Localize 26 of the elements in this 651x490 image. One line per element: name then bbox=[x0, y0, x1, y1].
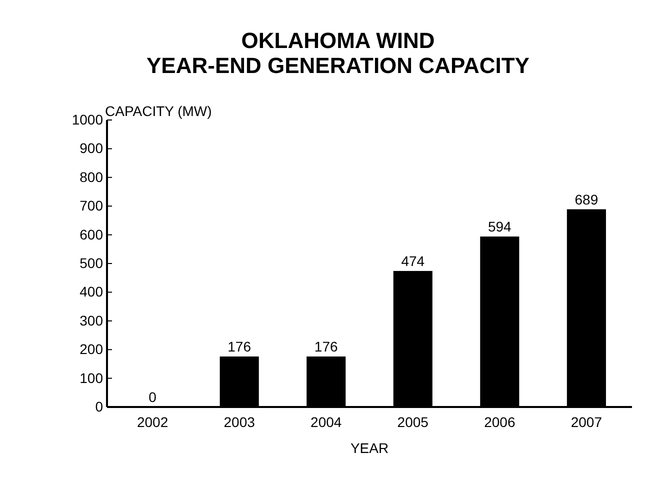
y-tick-label: 400 bbox=[80, 284, 104, 300]
x-tick-label: 2005 bbox=[397, 414, 429, 430]
data-label: 0 bbox=[148, 389, 157, 405]
x-tick-label: 2002 bbox=[136, 414, 168, 430]
data-label: 594 bbox=[488, 218, 512, 235]
x-axis-title: YEAR bbox=[350, 440, 389, 456]
y-tick-label: 200 bbox=[80, 341, 104, 358]
y-tick-label: 600 bbox=[80, 226, 104, 242]
data-label: 474 bbox=[401, 252, 425, 269]
y-tick-label: 300 bbox=[80, 312, 104, 328]
x-tick-label: 2007 bbox=[570, 414, 602, 430]
data-label: 176 bbox=[314, 338, 338, 354]
chart-title: OKLAHOMA WIND YEAR-END GENERATION CAPACITY bbox=[146, 28, 530, 78]
data-label: 176 bbox=[228, 338, 252, 354]
data-label: 689 bbox=[574, 191, 598, 208]
y-tick-label: 700 bbox=[80, 198, 104, 214]
y-tick-label: 800 bbox=[80, 168, 104, 185]
x-tick-label: 2004 bbox=[310, 414, 342, 430]
x-tick-label: 2006 bbox=[484, 414, 516, 430]
y-axis-title: CAPACITY (MW) bbox=[105, 103, 212, 119]
y-tick-label: 500 bbox=[80, 254, 104, 271]
x-tick-label: 2003 bbox=[224, 414, 256, 430]
y-tick-label: 100 bbox=[80, 370, 104, 386]
y-tick-label: 1000 bbox=[72, 111, 104, 128]
y-tick-label: 900 bbox=[80, 140, 104, 156]
y-tick-label: 0 bbox=[95, 398, 104, 414]
